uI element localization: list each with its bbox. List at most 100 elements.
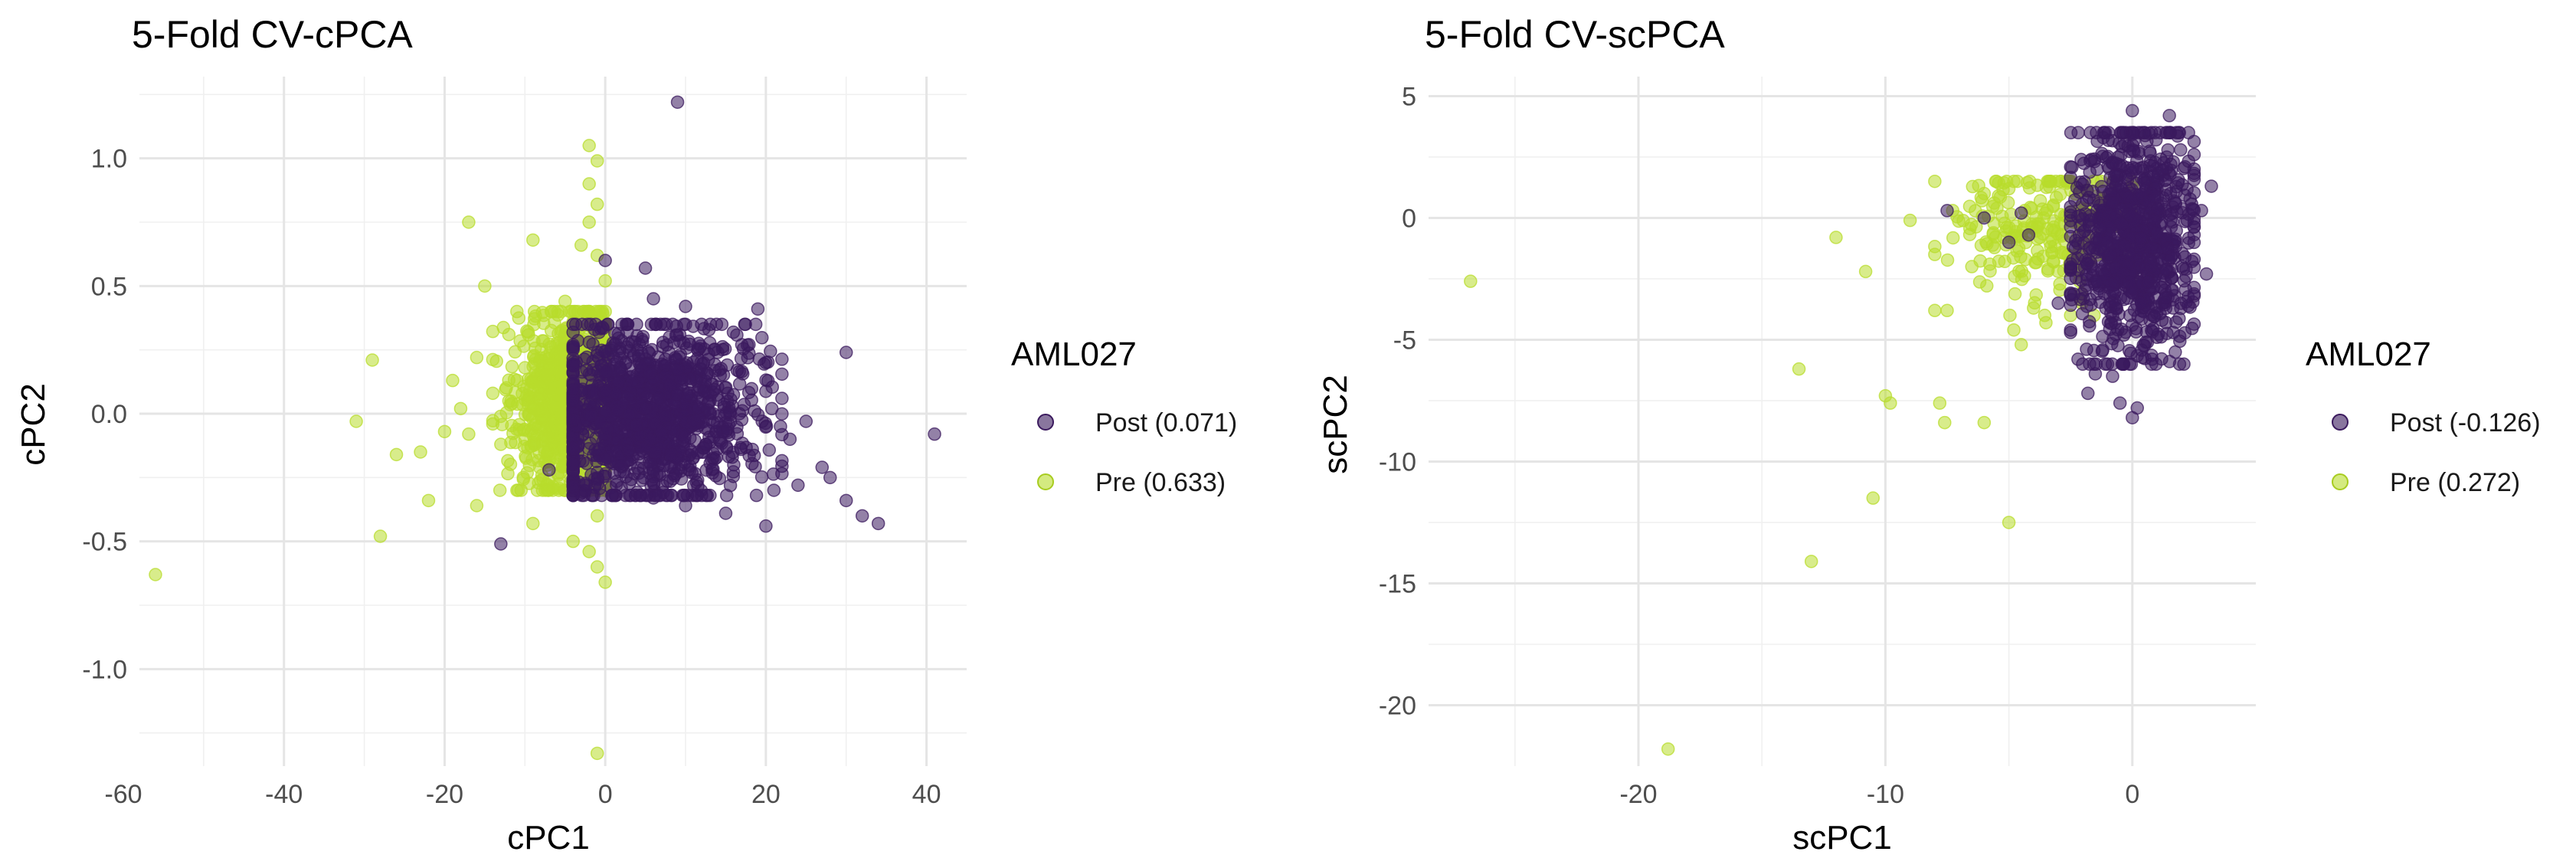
data-point-post bbox=[754, 470, 769, 484]
data-point-post bbox=[2138, 175, 2152, 190]
data-point-post bbox=[578, 477, 593, 490]
x-tick-label: 0 bbox=[2125, 780, 2139, 809]
data-point-post bbox=[741, 385, 756, 400]
data-point-post bbox=[2117, 293, 2131, 306]
data-point-post bbox=[823, 470, 837, 485]
data-point-post bbox=[690, 488, 704, 503]
data-point-pre bbox=[2029, 288, 2044, 302]
data-point-post bbox=[2159, 290, 2173, 305]
data-point-post bbox=[2090, 231, 2103, 245]
data-point-post bbox=[2149, 225, 2164, 240]
data-point-post bbox=[633, 488, 647, 503]
data-point-pre bbox=[1903, 213, 1917, 228]
data-point-post bbox=[625, 375, 640, 388]
data-point-post bbox=[692, 336, 705, 351]
data-point-pre bbox=[1464, 274, 1478, 288]
legend-title: AML027 bbox=[1011, 336, 1137, 373]
data-point-pre bbox=[470, 499, 484, 513]
data-point-post bbox=[671, 362, 685, 376]
data-point-post bbox=[2083, 154, 2097, 168]
data-point-post bbox=[2064, 170, 2077, 185]
data-point-post bbox=[566, 394, 580, 408]
data-point-post bbox=[699, 421, 712, 435]
data-point-post bbox=[599, 385, 613, 398]
legend: AML027 Post (0.071) Pre (0.633) bbox=[1011, 336, 1237, 497]
y-tick-label: 0.5 bbox=[91, 272, 127, 301]
data-point-post bbox=[2111, 150, 2125, 165]
data-point-pre bbox=[582, 215, 596, 229]
data-point-post bbox=[585, 488, 600, 503]
data-point-post bbox=[726, 388, 741, 401]
data-point-pre bbox=[590, 154, 604, 168]
x-axis-label: cPC1 bbox=[507, 819, 590, 857]
data-point-post bbox=[2187, 185, 2201, 200]
x-tick-label: 0 bbox=[598, 780, 613, 809]
data-point-pre bbox=[149, 568, 162, 581]
data-point-post bbox=[775, 467, 789, 480]
data-point-post bbox=[2083, 293, 2097, 306]
data-point-pre bbox=[1940, 253, 1955, 267]
data-point-pre bbox=[389, 447, 404, 462]
data-point-post bbox=[747, 448, 761, 463]
data-point-post bbox=[759, 373, 773, 387]
y-tick-label: 1.0 bbox=[91, 145, 127, 174]
data-point-pre bbox=[1977, 415, 1992, 430]
data-point-pre bbox=[520, 324, 534, 338]
data-point-post bbox=[764, 344, 777, 359]
data-point-post bbox=[2080, 342, 2093, 356]
data-point-post bbox=[759, 385, 773, 398]
data-point-post bbox=[738, 317, 752, 332]
data-point-post bbox=[799, 414, 813, 428]
data-point-post bbox=[754, 331, 769, 345]
data-point-pre bbox=[512, 311, 526, 325]
data-point-post bbox=[635, 473, 649, 487]
data-point-post bbox=[855, 509, 869, 523]
data-point-post bbox=[2142, 126, 2156, 140]
data-point-post bbox=[735, 365, 749, 378]
data-point-post bbox=[2095, 344, 2110, 359]
data-point-pre bbox=[530, 403, 545, 417]
data-point-pre bbox=[522, 458, 537, 473]
data-point-pre bbox=[470, 350, 484, 365]
data-point-pre bbox=[505, 359, 519, 374]
data-point-post bbox=[2002, 235, 2016, 250]
data-point-post bbox=[643, 432, 657, 447]
data-point-post bbox=[1940, 204, 1954, 218]
data-point-post bbox=[767, 483, 781, 497]
data-point-pre bbox=[1829, 231, 1843, 244]
y-tick-label: 5 bbox=[1402, 82, 1416, 111]
data-point-post bbox=[688, 467, 702, 480]
data-point-pre bbox=[2033, 194, 2047, 208]
data-point-post bbox=[566, 339, 580, 354]
data-point-post bbox=[2162, 355, 2177, 368]
data-point-pre bbox=[2043, 235, 2057, 249]
data-point-post bbox=[2109, 327, 2123, 342]
data-point-pre bbox=[1928, 174, 1942, 188]
data-point-pre bbox=[521, 441, 535, 455]
data-point-pre bbox=[2053, 277, 2067, 291]
data-point-pre bbox=[510, 397, 525, 411]
legend-marker-pre bbox=[2332, 473, 2349, 490]
data-point-post bbox=[2106, 369, 2119, 383]
x-tick-label: -20 bbox=[1619, 780, 1657, 809]
data-point-post bbox=[646, 292, 660, 306]
data-point-post bbox=[2134, 231, 2148, 245]
data-point-post bbox=[663, 378, 677, 392]
legend-label-pre: Pre (0.633) bbox=[1095, 468, 1226, 497]
data-point-post bbox=[2187, 287, 2201, 301]
data-point-pre bbox=[2008, 287, 2022, 301]
data-point-pre bbox=[590, 560, 604, 574]
legend: AML027 Post (-0.126) Pre (0.272) bbox=[2306, 336, 2541, 497]
x-tick-label: -10 bbox=[1867, 780, 1904, 809]
data-point-pre bbox=[2038, 308, 2052, 323]
data-point-post bbox=[660, 338, 674, 352]
data-point-pre bbox=[1972, 179, 1985, 193]
data-point-post bbox=[614, 459, 628, 473]
data-point-post bbox=[649, 446, 663, 460]
data-point-post bbox=[839, 346, 853, 359]
data-point-post bbox=[620, 317, 634, 332]
scpca-panel: 5-Fold CV-scPCA -20 -10 0 -20 -15 -10 -5 0 5 sc… bbox=[1317, 13, 2541, 857]
y-tick-labels: -1.0 -0.5 0.0 0.5 1.0 bbox=[82, 145, 127, 685]
data-point-pre bbox=[2010, 174, 2024, 188]
data-point-post bbox=[598, 254, 612, 267]
